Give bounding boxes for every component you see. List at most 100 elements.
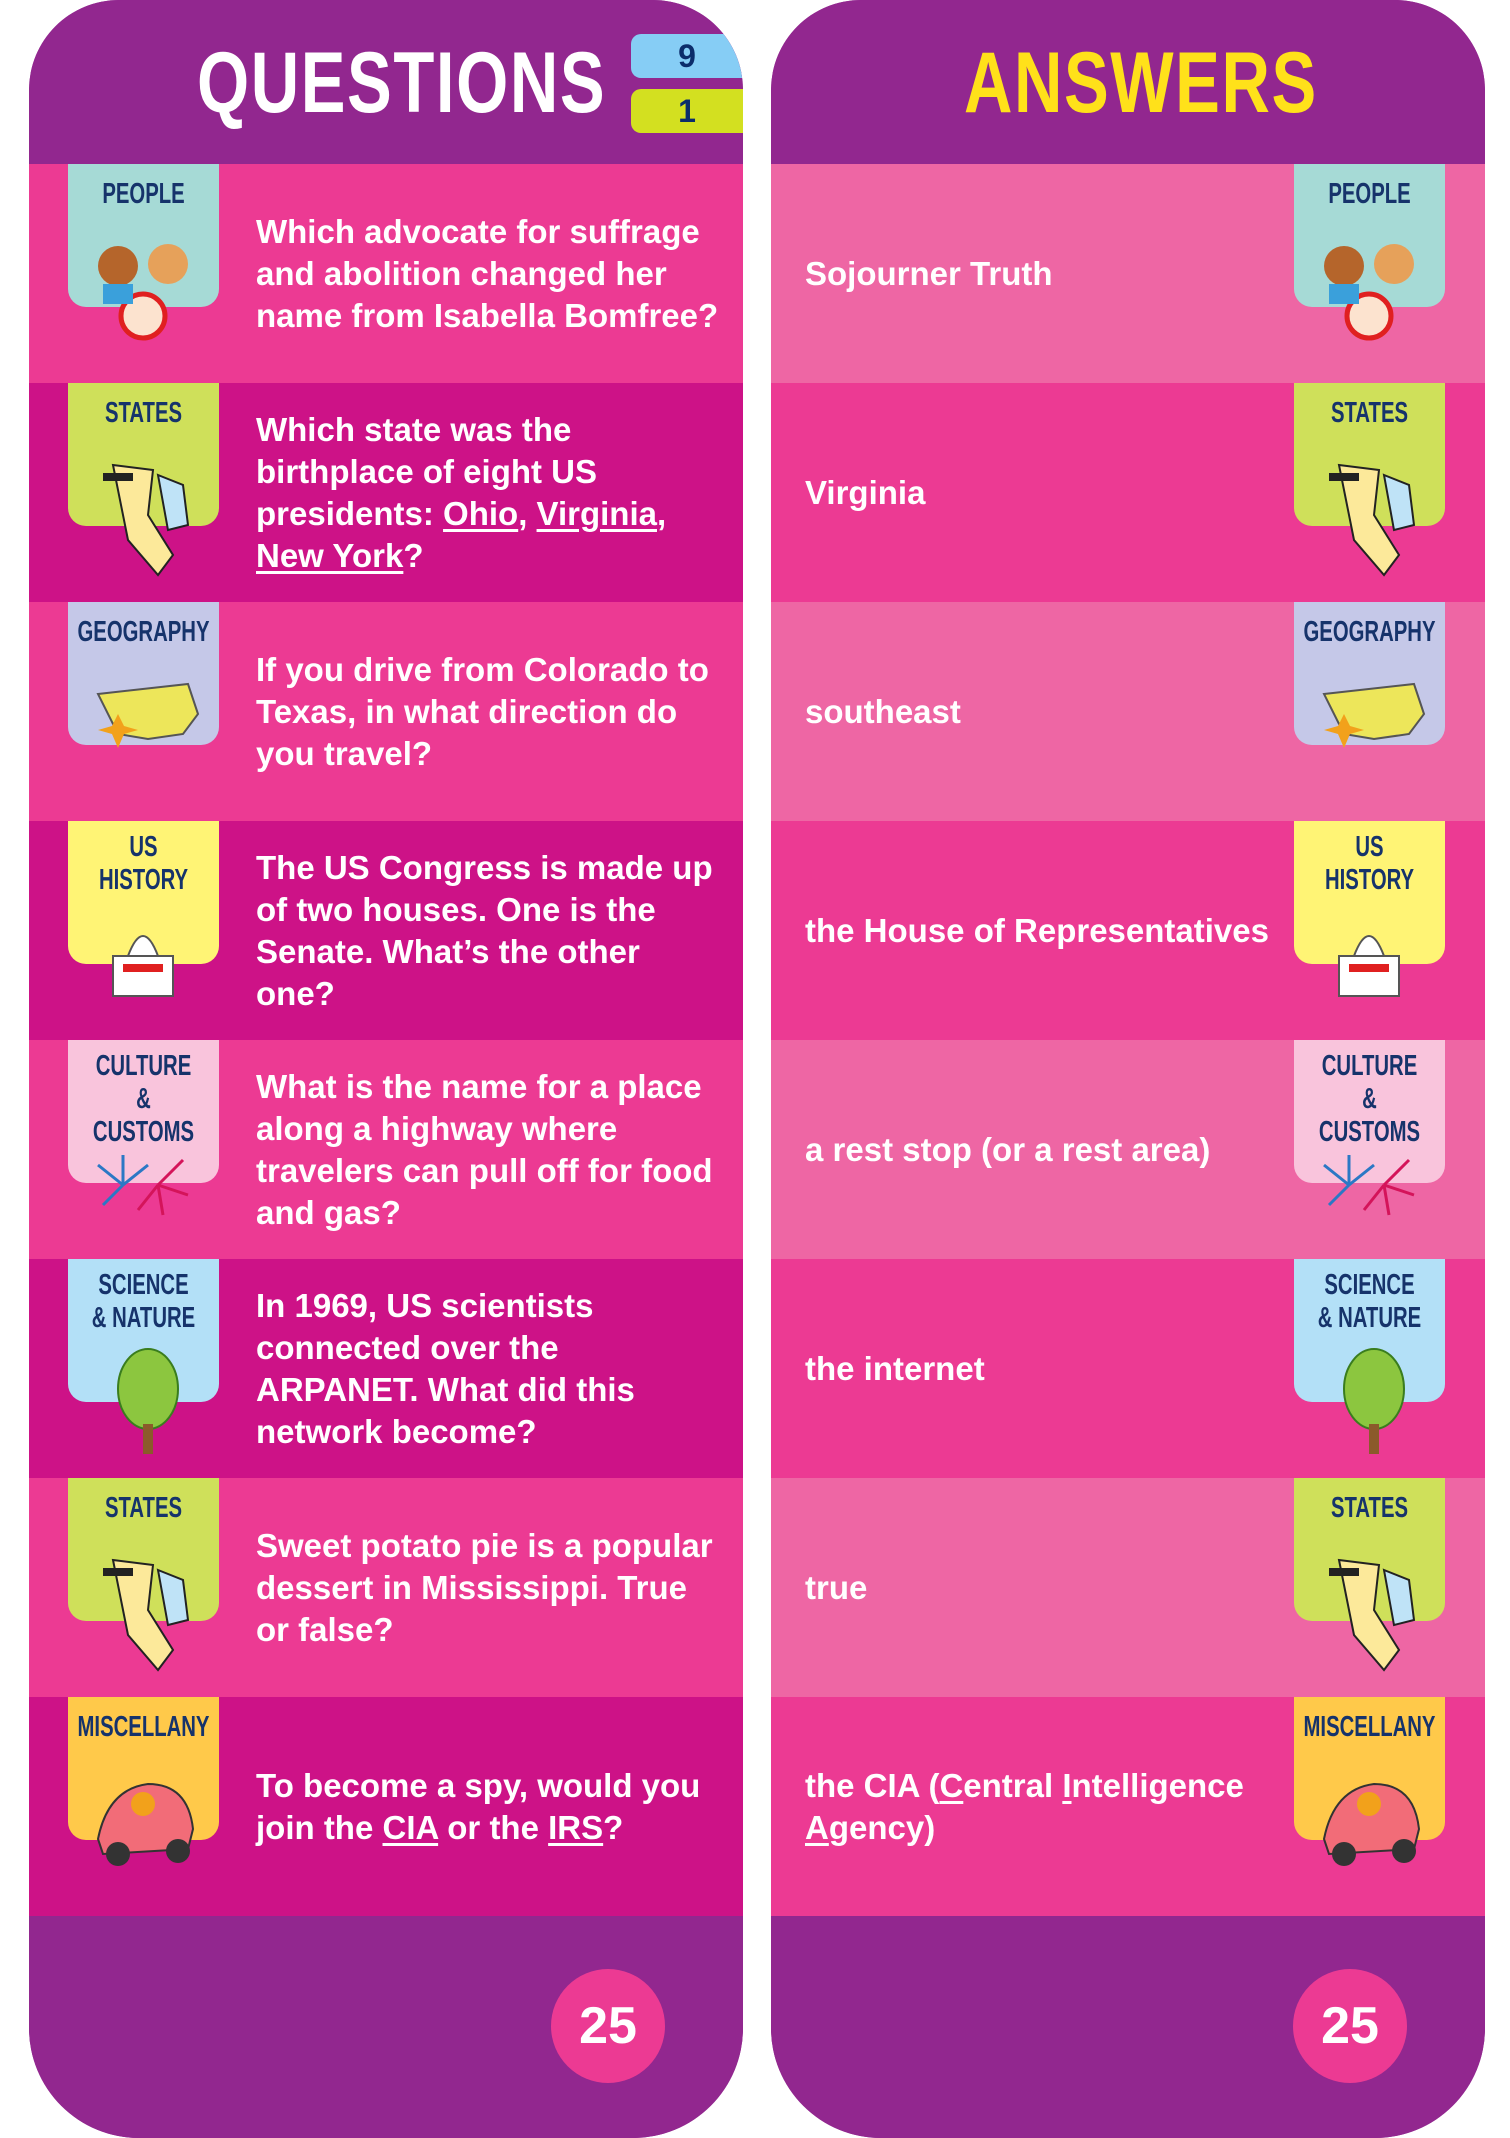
category-label: MISCELLANY <box>1303 1711 1436 1743</box>
category-label: STATES <box>1330 397 1409 429</box>
kids-icon <box>98 244 188 341</box>
text-segment: the House of Representatives <box>805 911 1269 949</box>
text-segment: Which advocate for suffrage and abolitio… <box>256 212 719 334</box>
underlined-option: New York <box>256 536 404 574</box>
category-tab: SCIENCE & NATURE <box>1294 1259 1445 1454</box>
underlined-option: Virginia <box>536 494 657 532</box>
questions-list: PEOPLE Which advocate for suffrage and ab… <box>29 164 743 1916</box>
category-label: GEOGRAPHY <box>1303 616 1436 648</box>
answers-header: ANSWERS <box>771 0 1485 164</box>
answer-row: US HISTORY the House of Representatives <box>771 821 1485 1040</box>
category-tab: CULTURE & CUSTOMS <box>68 1040 219 1216</box>
text-segment: or the <box>438 1808 549 1846</box>
category-label: CULTURE & CUSTOMS <box>1318 1050 1421 1148</box>
category-label: SCIENCE & NATURE <box>1317 1269 1422 1334</box>
category-label: US HISTORY <box>1324 831 1415 896</box>
states-icon <box>103 463 190 577</box>
page-number-badge: 25 <box>1293 1969 1407 2083</box>
answer-row: MISCELLANY the CIA (Central Intelligence … <box>771 1697 1485 1916</box>
text-segment: What is the name for a place along a hig… <box>256 1067 713 1231</box>
answer-text: a rest stop (or a rest area) <box>805 1129 1305 1171</box>
text-segment: the CIA ( <box>805 1766 940 1804</box>
questions-header: QUESTIONS 9 1 <box>29 0 743 164</box>
question-text: What is the name for a place along a hig… <box>256 1066 723 1234</box>
text-segment: Virginia <box>805 473 926 511</box>
category-label: SCIENCE & NATURE <box>91 1269 196 1334</box>
category-tab: STATES <box>68 1478 219 1672</box>
answer-text: the House of Representatives <box>805 910 1305 952</box>
question-text: The US Congress is made up of two houses… <box>256 847 723 1015</box>
capitol-icon <box>112 935 174 997</box>
us-map-icon <box>96 682 200 748</box>
category-label: MISCELLANY <box>77 1711 210 1743</box>
question-row: STATES Sweet potato pie is a popular dess… <box>29 1478 743 1697</box>
question-text: Which state was the birthplace of eight … <box>256 409 723 577</box>
text-segment: gency) <box>828 1808 936 1846</box>
question-row: GEOGRAPHY If you drive from Colorado to T… <box>29 602 743 821</box>
text-segment: southeast <box>805 692 961 730</box>
answer-row: SCIENCE & NATURE the internet <box>771 1259 1485 1478</box>
tree-icon <box>1343 1348 1405 1454</box>
category-label: STATES <box>1330 1492 1409 1524</box>
category-tab: STATES <box>1294 1478 1445 1672</box>
question-text: If you drive from Colorado to Texas, in … <box>256 649 723 775</box>
category-tab: GEOGRAPHY <box>68 602 219 748</box>
question-row: US HISTORY The US Congress is made up of … <box>29 821 743 1040</box>
answer-text: the CIA (Central Intelligence Agency) <box>805 1765 1305 1849</box>
underlined-option: C <box>939 1766 964 1804</box>
car-icon <box>96 1782 195 1866</box>
answer-row: STATES true <box>771 1478 1485 1697</box>
question-row: SCIENCE & NATURE In 1969, US scientists c… <box>29 1259 743 1478</box>
car-icon <box>1322 1782 1421 1866</box>
text-segment: , <box>656 494 667 532</box>
category-tab: PEOPLE <box>1294 164 1445 341</box>
questions-footer: 25 <box>29 1916 743 2138</box>
capitol-icon <box>1338 935 1400 997</box>
answer-text: true <box>805 1567 1305 1609</box>
category-label: US HISTORY <box>98 831 189 896</box>
text-segment: Sojourner Truth <box>805 254 1053 292</box>
text-segment: To become a spy, would you join the <box>256 1766 701 1846</box>
text-segment: Which state was the birthplace of eight … <box>256 410 598 532</box>
fireworks-icon <box>97 1155 189 1216</box>
text-segment: Sweet potato pie is a popular dessert in… <box>256 1526 713 1648</box>
us-map-icon <box>1322 682 1426 748</box>
questions-card: QUESTIONS 9 1 PEOPLE Which advocate for s… <box>29 0 743 2138</box>
underlined-option: Ohio <box>443 494 519 532</box>
answer-row: GEOGRAPHY southeast <box>771 602 1485 821</box>
underlined-option: CIA <box>382 1808 439 1846</box>
fireworks-icon <box>1323 1155 1415 1216</box>
tree-icon <box>117 1348 179 1454</box>
category-label: STATES <box>104 1492 183 1524</box>
states-icon <box>1329 1558 1416 1672</box>
kids-icon <box>1324 244 1414 341</box>
answers-list: PEOPLE Sojourner Truth STATES Virginia GEOGR… <box>771 164 1485 1916</box>
answer-row: STATES Virginia <box>771 383 1485 602</box>
question-row: PEOPLE Which advocate for suffrage and ab… <box>29 164 743 383</box>
answers-footer: 25 <box>771 1916 1485 2138</box>
category-tab: SCIENCE & NATURE <box>68 1259 219 1454</box>
text-segment: In 1969, US scientists connected over th… <box>256 1286 635 1450</box>
states-icon <box>1329 463 1416 577</box>
question-text: Which advocate for suffrage and abolitio… <box>256 211 723 337</box>
text-segment: entral <box>963 1766 1063 1804</box>
underlined-option: I <box>1062 1766 1072 1804</box>
category-tab: STATES <box>68 383 219 577</box>
underlined-option: IRS <box>548 1808 604 1846</box>
question-text: Sweet potato pie is a popular dessert in… <box>256 1525 723 1651</box>
text-segment: The US Congress is made up of two houses… <box>256 848 713 1012</box>
page-number-badge: 25 <box>551 1969 665 2083</box>
answer-text: Virginia <box>805 472 1305 514</box>
text-segment: ? <box>603 1808 624 1846</box>
text-segment: , <box>518 494 537 532</box>
category-label: GEOGRAPHY <box>77 616 210 648</box>
category-tab: US HISTORY <box>1294 821 1445 997</box>
category-label: STATES <box>104 397 183 429</box>
underlined-option: A <box>805 1808 829 1846</box>
question-row: MISCELLANY To become a spy, would you joi… <box>29 1697 743 1916</box>
answer-text: Sojourner Truth <box>805 253 1305 295</box>
category-tab: US HISTORY <box>68 821 219 997</box>
category-tab: PEOPLE <box>68 164 219 341</box>
answer-row: PEOPLE Sojourner Truth <box>771 164 1485 383</box>
text-segment: ? <box>403 536 424 574</box>
